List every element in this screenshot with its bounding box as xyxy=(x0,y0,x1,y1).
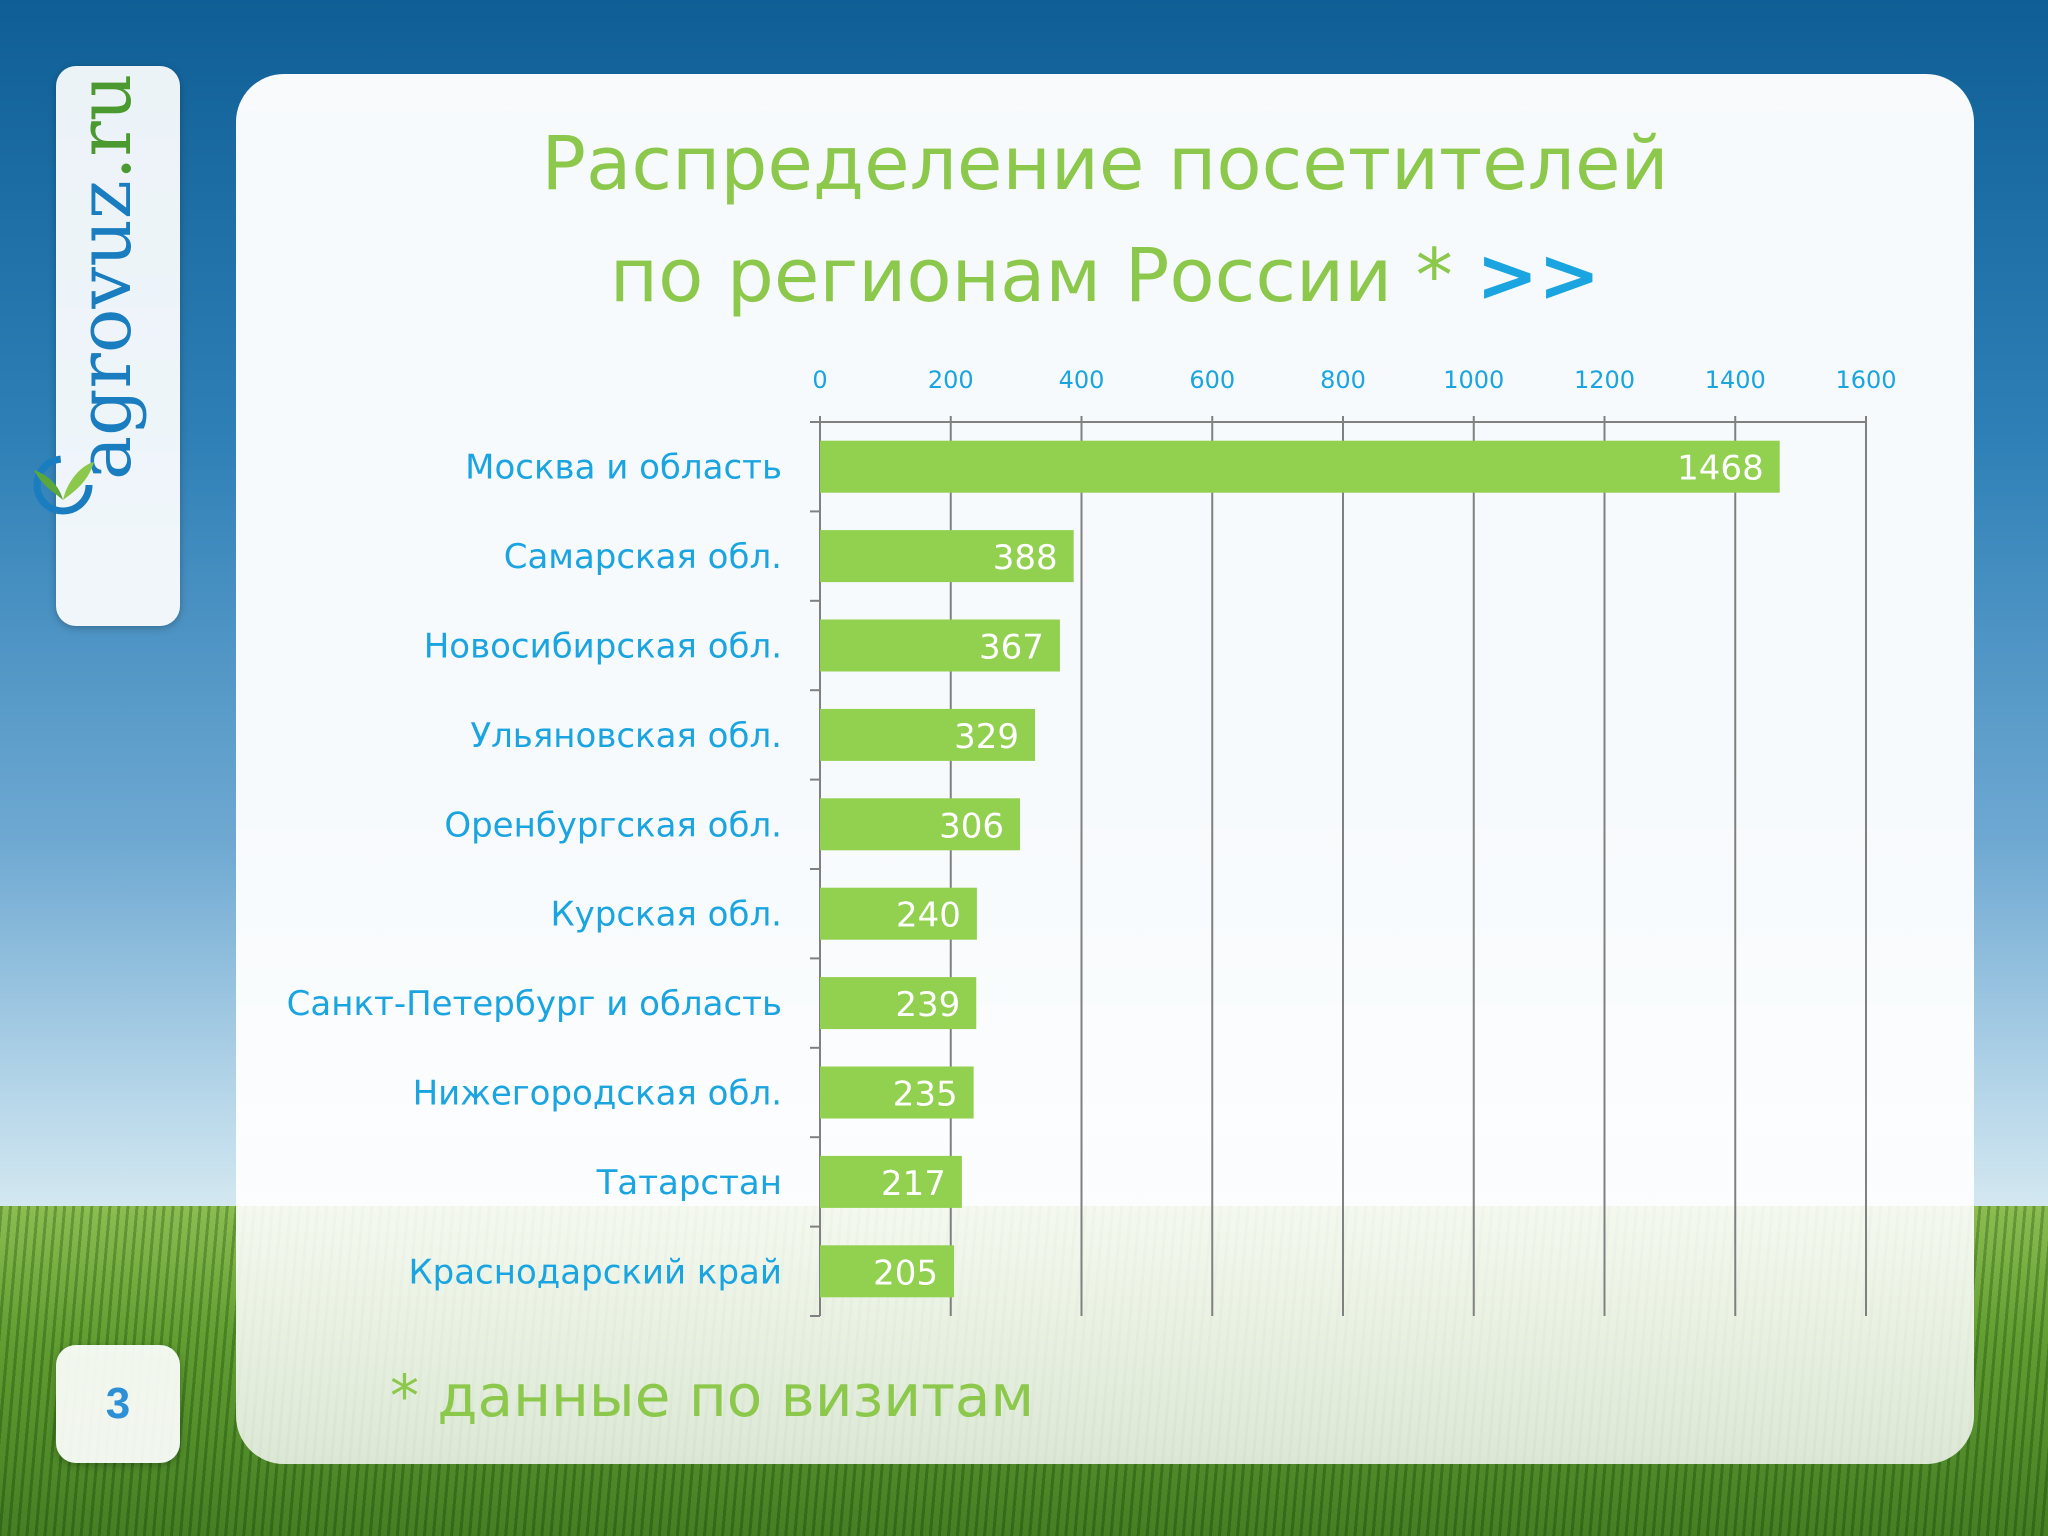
sprout-logo-icon xyxy=(33,455,94,515)
data-label: 239 xyxy=(895,985,960,1025)
data-label: 306 xyxy=(939,806,1004,846)
data-label: 217 xyxy=(881,1164,946,1204)
data-label: 329 xyxy=(954,717,1019,757)
x-tick-label: 1200 xyxy=(1574,366,1635,394)
title-line-2-text: по регионам России * xyxy=(609,233,1453,319)
x-tick-label: 1400 xyxy=(1705,366,1766,394)
page-number-badge: 3 xyxy=(56,1345,180,1463)
category-label: Самарская обл. xyxy=(504,537,782,577)
next-link[interactable]: >> xyxy=(1476,233,1601,319)
bar xyxy=(820,798,1021,851)
category-label: Курская обл. xyxy=(551,895,782,935)
slide-title: Распределение посетителей по регионам Ро… xyxy=(236,108,1974,332)
footnote: * данные по визитам xyxy=(390,1362,1035,1430)
category-label: Краснодарский край xyxy=(409,1252,783,1292)
category-label: Новосибирская обл. xyxy=(424,627,782,667)
bar xyxy=(820,440,1780,493)
bar xyxy=(820,887,977,940)
data-label: 367 xyxy=(979,628,1044,668)
category-label: Нижегородская обл. xyxy=(413,1074,782,1114)
category-label: Оренбургская обл. xyxy=(444,805,782,845)
title-line-1: Распределение посетителей xyxy=(541,121,1669,207)
category-label: Ульяновская обл. xyxy=(470,716,782,756)
data-label: 235 xyxy=(893,1075,958,1115)
title-line-2: по регионам России * >> xyxy=(236,220,1974,332)
data-label: 205 xyxy=(873,1253,938,1293)
x-tick-label: 0 xyxy=(812,366,827,394)
bar xyxy=(820,1245,955,1298)
bar xyxy=(820,708,1036,761)
x-tick-label: 600 xyxy=(1189,366,1235,394)
x-tick-label: 400 xyxy=(1059,366,1105,394)
x-tick-label: 200 xyxy=(928,366,974,394)
logo-tab xyxy=(56,66,180,626)
bar xyxy=(820,1066,974,1119)
x-tick-label: 800 xyxy=(1320,366,1366,394)
bar xyxy=(820,1155,962,1208)
data-label: 1468 xyxy=(1677,449,1764,489)
bar xyxy=(820,977,977,1030)
category-label: Санкт-Петербург и область xyxy=(287,984,782,1024)
content-panel xyxy=(236,74,1974,1464)
bar xyxy=(820,619,1060,672)
x-tick-label: 1000 xyxy=(1443,366,1504,394)
data-label: 388 xyxy=(993,538,1058,578)
category-label: Татарстан xyxy=(596,1163,782,1203)
bar xyxy=(820,530,1074,583)
x-tick-label: 1600 xyxy=(1835,366,1896,394)
category-label: Москва и область xyxy=(465,448,782,488)
data-label: 240 xyxy=(896,896,961,936)
